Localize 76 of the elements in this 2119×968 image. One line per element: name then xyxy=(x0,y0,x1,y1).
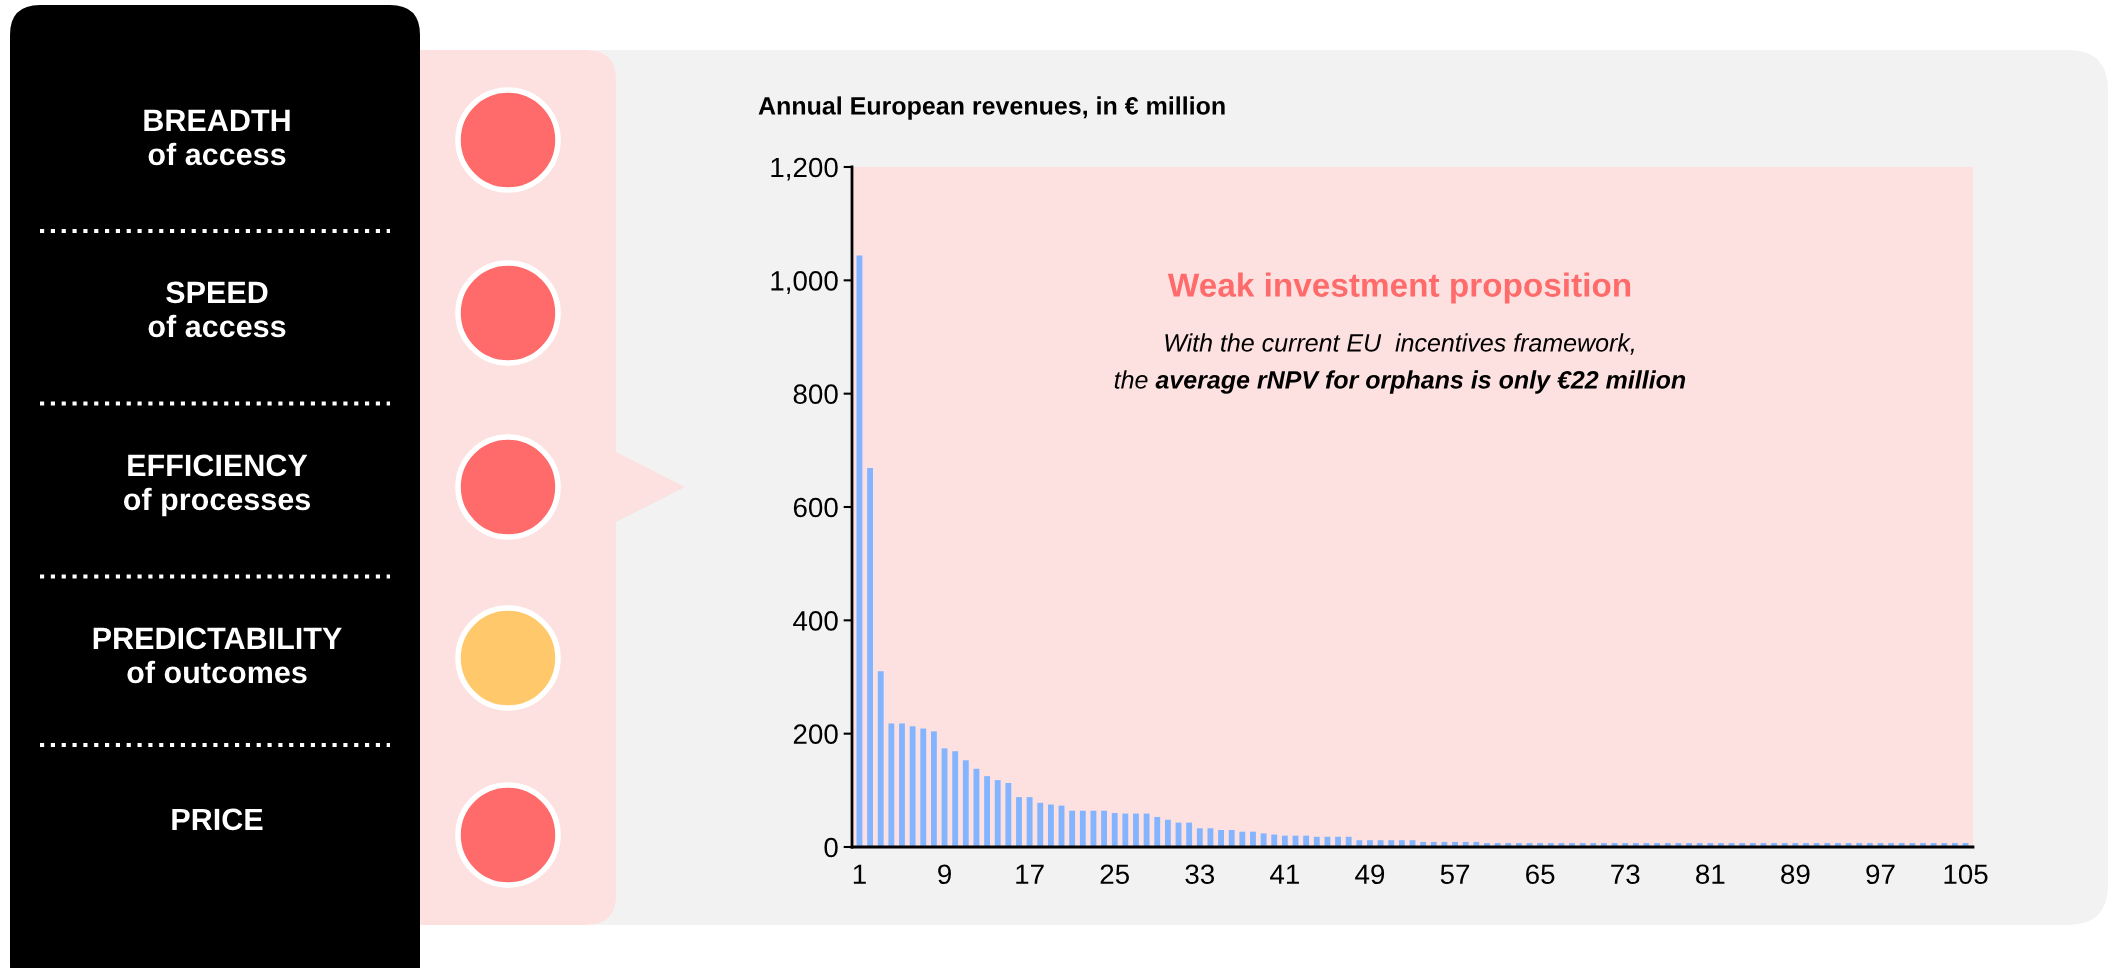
bar xyxy=(1005,782,1012,847)
bar xyxy=(1122,813,1129,847)
bar xyxy=(899,723,905,847)
bar xyxy=(1239,831,1246,847)
bar xyxy=(867,467,874,847)
bar xyxy=(1111,813,1118,847)
x-tick-label: 97 xyxy=(1866,864,1895,885)
bar xyxy=(1164,819,1171,847)
bar xyxy=(1388,840,1395,847)
bar xyxy=(1047,804,1054,847)
bar xyxy=(909,726,916,847)
x-tick-label: 105 xyxy=(1944,864,1988,885)
bar xyxy=(1356,840,1363,847)
text: SPEED of access xyxy=(148,281,286,338)
annotation: Weak investment proposition xyxy=(1167,272,1631,304)
y-tick-label: 0 xyxy=(824,837,838,858)
x-tick-label: 33 xyxy=(1185,864,1215,885)
bar xyxy=(1196,828,1203,847)
x-tick-label: 25 xyxy=(1100,864,1129,885)
x-tick-label: 9 xyxy=(938,864,951,885)
bar xyxy=(1133,813,1139,847)
y-tick-label: 1,000 xyxy=(771,271,838,294)
x-tick-label: 65 xyxy=(1526,864,1555,885)
bar xyxy=(1303,835,1310,847)
bar xyxy=(1207,828,1214,847)
y-tick-label: 400 xyxy=(793,611,838,631)
y-tick-label: 800 xyxy=(793,384,838,405)
text: EFFICIENCY of processes xyxy=(123,454,311,517)
annotation: With the current EU incentives framework, xyxy=(1165,333,1634,355)
y-tick-label: 1,200 xyxy=(771,157,838,181)
bar xyxy=(1281,835,1288,847)
bar xyxy=(1260,833,1267,847)
bar xyxy=(1026,797,1033,847)
x-tick-label: 17 xyxy=(1016,864,1044,884)
bar xyxy=(1218,830,1224,847)
bar xyxy=(952,751,959,847)
x-tick-label: 41 xyxy=(1270,864,1299,884)
bar xyxy=(1069,810,1076,847)
text: PRICE xyxy=(172,808,263,831)
bar xyxy=(888,723,895,847)
bar xyxy=(930,731,937,847)
bar xyxy=(1398,840,1405,847)
bar xyxy=(1377,840,1384,847)
annotation: average rNPV for orphans is only €22 million xyxy=(1155,370,1686,394)
text: BREADTH of access xyxy=(144,109,290,166)
bar xyxy=(1079,810,1086,847)
x-tick-label: 57 xyxy=(1440,864,1470,885)
bar xyxy=(1324,836,1331,847)
x-tick-label: 89 xyxy=(1781,864,1810,885)
bar xyxy=(962,760,969,847)
bar xyxy=(1228,830,1235,847)
chart-title: Annual European revenues, in € million xyxy=(758,96,1225,120)
bar xyxy=(1037,802,1044,847)
annotation: the xyxy=(1114,370,1148,389)
x-tick-label: 1 xyxy=(853,864,866,884)
text: PREDICTABILITY of outcomes xyxy=(93,627,342,684)
x-tick-label: 49 xyxy=(1355,864,1385,885)
bar xyxy=(1345,836,1352,847)
bar xyxy=(1101,810,1107,847)
bar xyxy=(1335,836,1341,847)
x-tick-label: 73 xyxy=(1611,864,1640,885)
bar xyxy=(920,728,927,847)
bar xyxy=(1016,797,1022,847)
bar xyxy=(984,776,990,847)
bar xyxy=(1186,822,1193,847)
bar xyxy=(1250,831,1256,847)
bar xyxy=(877,671,884,847)
y-tick-label: 600 xyxy=(793,497,838,518)
bar xyxy=(1367,840,1373,847)
bar xyxy=(1154,816,1161,847)
bar xyxy=(1143,813,1150,847)
x-tick-label: 81 xyxy=(1696,864,1725,885)
bar xyxy=(1271,834,1278,847)
bar xyxy=(994,780,1001,847)
bar xyxy=(1313,836,1320,847)
y-tick-label: 200 xyxy=(793,724,838,745)
